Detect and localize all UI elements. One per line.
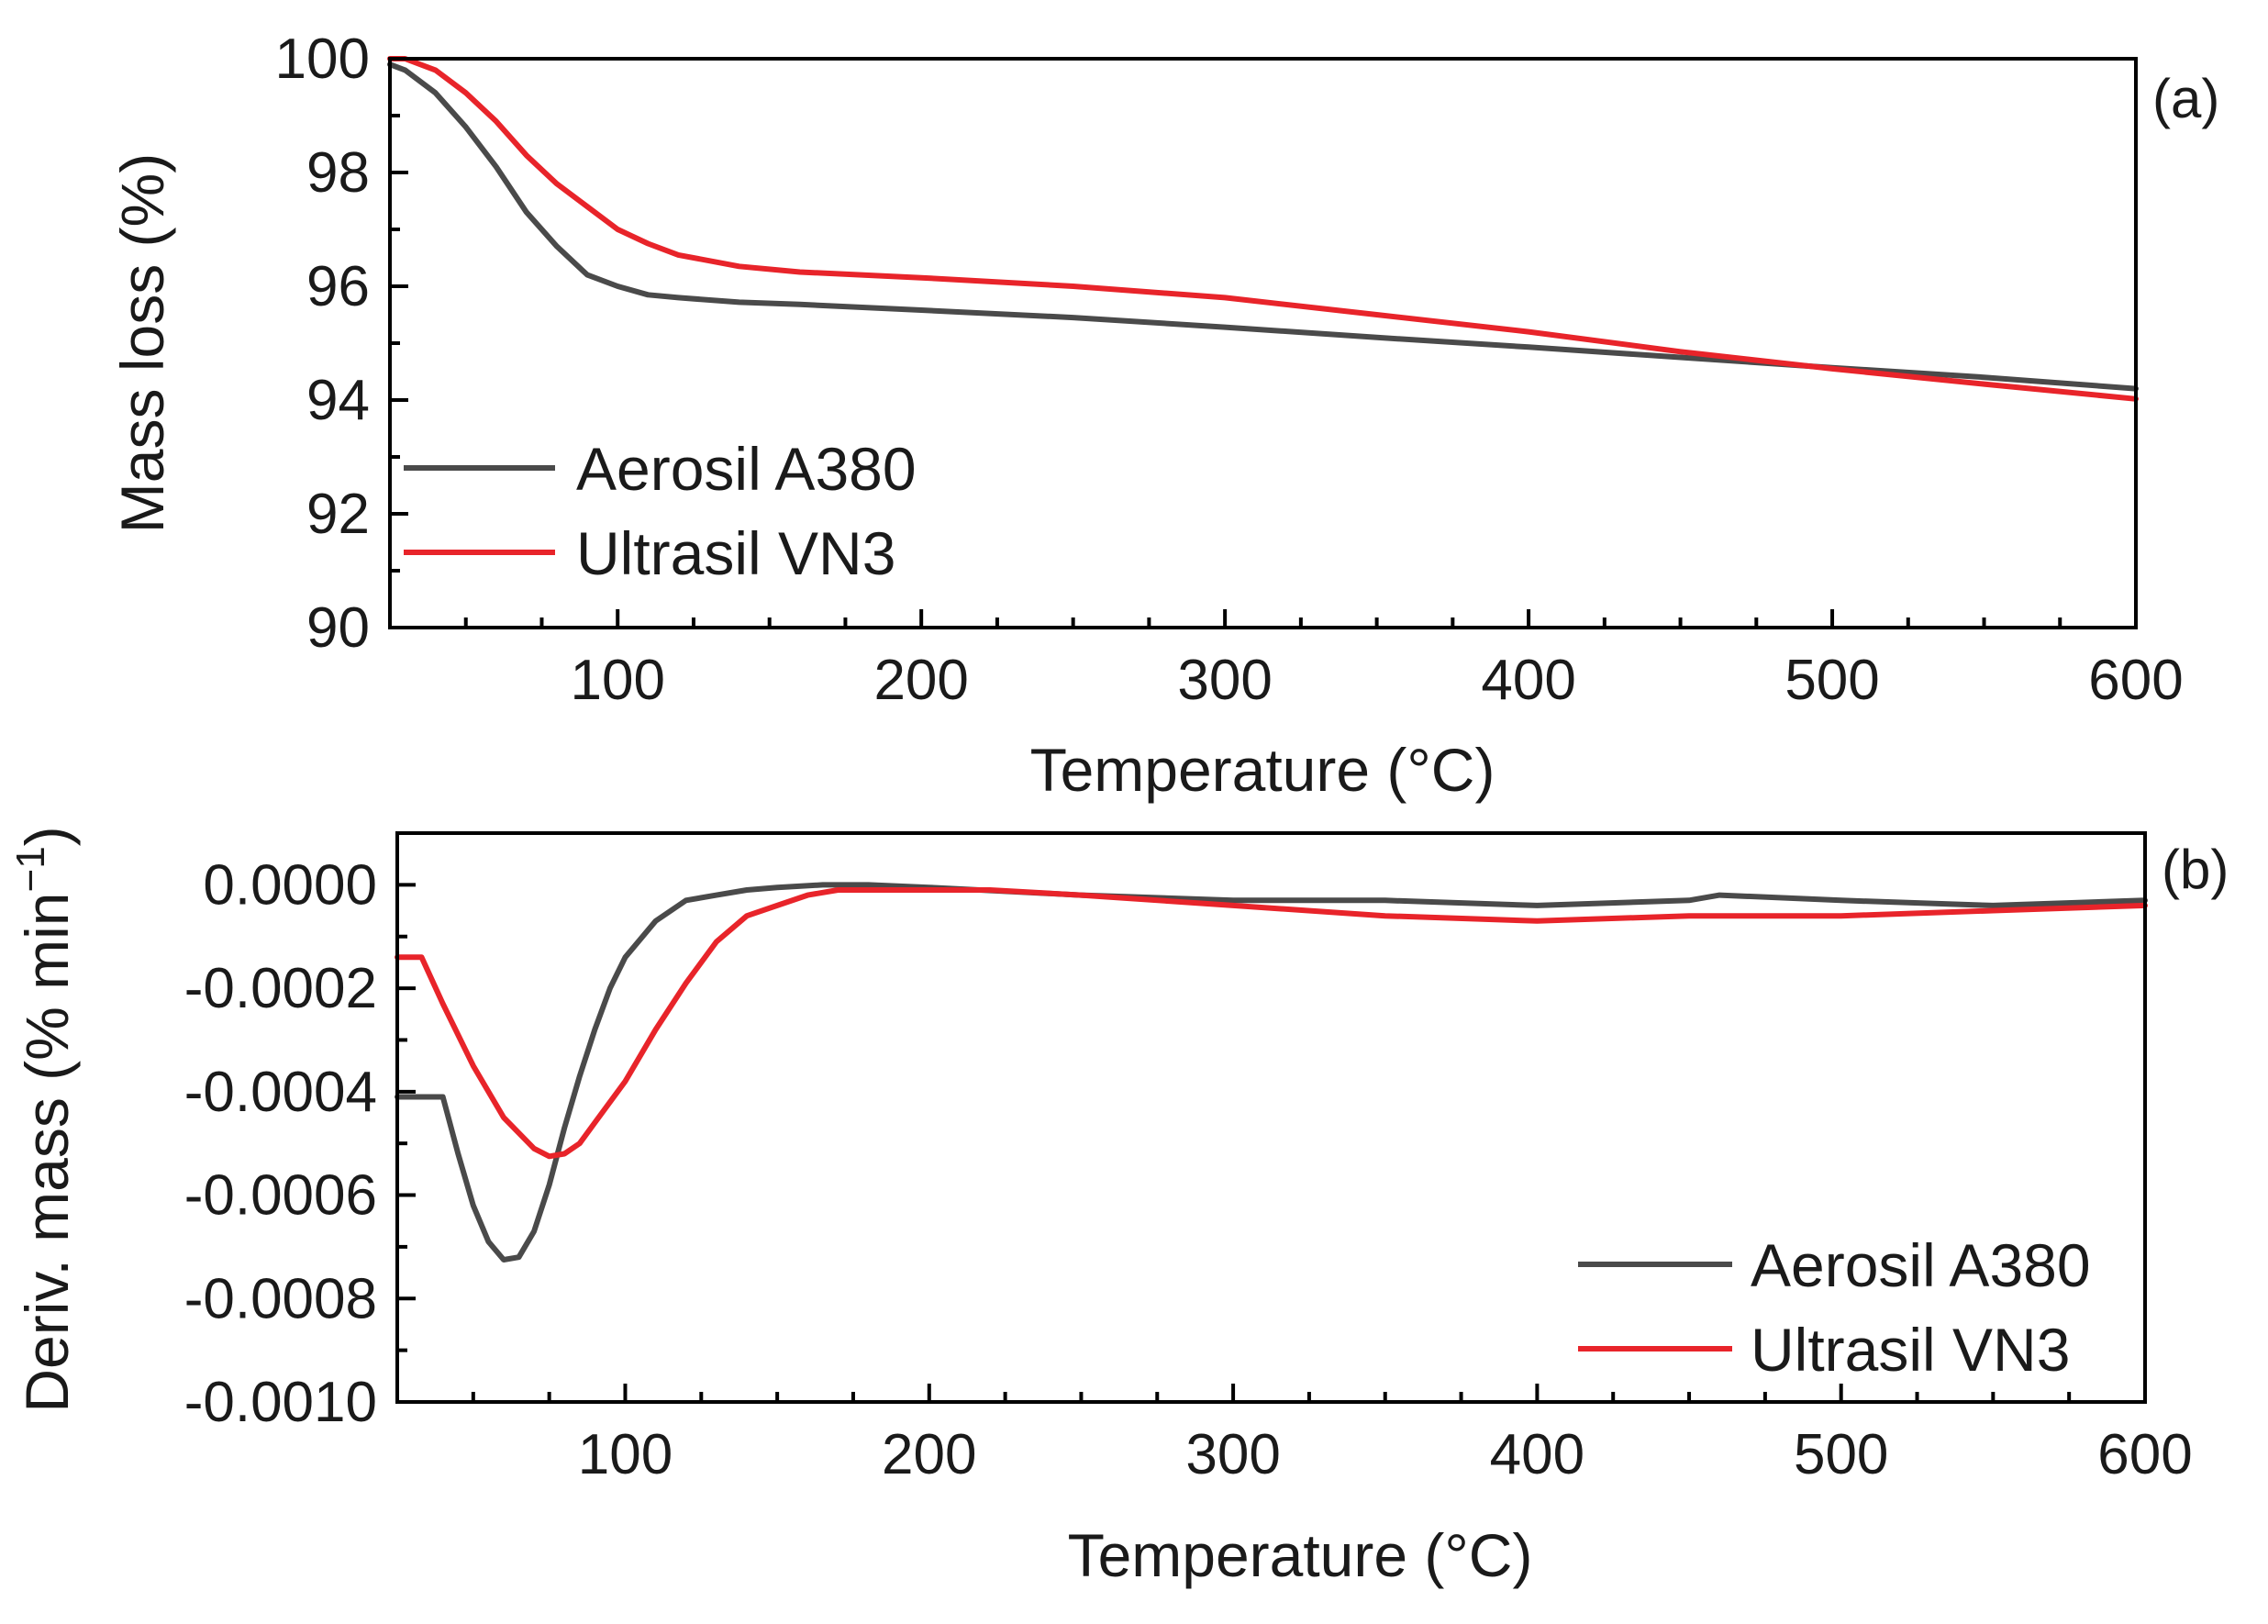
legend-label-ultrasil-vn3: Ultrasil VN3 [576,519,895,587]
derivative-mass-y-axis-title-main: Deriv. mass (% min [13,893,81,1413]
derivative-mass-y-tick-labels: -0.0010 -0.0008 -0.0006 -0.0004 -0.0002 0.000… [184,853,377,1434]
derivative-mass-y-tick-label: -0.0002 [184,957,377,1020]
mass-loss-y-tick-label: 100 [275,28,370,91]
derivative-mass-x-tick-label: 400 [1490,1423,1584,1486]
derivative-mass-y-tick-label: -0.0008 [184,1267,377,1330]
panel-b-label: (b) [2162,839,2229,900]
derivative-mass-y-tick-label: -0.0010 [184,1371,377,1434]
derivative-mass-y-axis-title: Deriv. mass (% min−1) [8,826,81,1412]
derivative-mass-y-tick-label: -0.0004 [184,1061,377,1124]
mass-loss-y-tick-label: 90 [306,596,370,660]
series-line-ultrasil-vn3 [395,887,2148,1160]
panel-a-label: (a) [2152,68,2219,129]
derivative-mass-x-tick-label: 600 [2097,1423,2192,1486]
mass-loss-x-tick-label: 200 [873,649,968,712]
derivative-mass-x-axis-title: Temperature (°C) [1068,1521,1533,1589]
mass-loss-x-axis-title: Temperature (°C) [1030,736,1495,804]
mass-loss-series [387,56,2139,402]
mass-loss-x-tick-label: 500 [1784,649,1879,712]
mass-loss-legend: Aerosil A380 Ultrasil VN3 [404,435,917,587]
mass-loss-x-tick-label: 600 [2088,649,2183,712]
mass-loss-x-tick-label: 400 [1481,649,1575,712]
mass-loss-panel: 100 200 300 400 500 600 90 92 94 96 98 100 Tempera… [108,28,2219,804]
mass-loss-x-tick-label: 300 [1177,649,1272,712]
derivative-mass-ticks [395,831,2147,1404]
derivative-mass-y-tick-label: 0.0000 [203,853,377,917]
mass-loss-x-tick-labels: 100 200 300 400 500 600 [570,649,2183,712]
derivative-mass-x-tick-label: 500 [1794,1423,1888,1486]
mass-loss-ticks [388,57,2138,629]
mass-loss-y-axis-title: Mass loss (%) [108,153,176,533]
legend-label-aerosil-a380: Aerosil A380 [576,435,917,503]
series-line-ultrasil-vn3 [387,56,2139,402]
mass-loss-y-tick-label: 96 [306,255,370,318]
legend-label-aerosil-a380-b: Aerosil A380 [1751,1231,2091,1299]
derivative-mass-legend: Aerosil A380 Ultrasil VN3 [1578,1231,2091,1384]
mass-loss-y-tick-label: 98 [306,141,370,205]
derivative-mass-x-tick-label: 300 [1185,1423,1280,1486]
series-line-aerosil-a380 [395,882,2148,1262]
mass-loss-y-tick-label: 92 [306,483,370,546]
derivative-mass-x-tick-label: 200 [882,1423,976,1486]
legend-label-ultrasil-vn3-b: Ultrasil VN3 [1751,1316,2070,1384]
derivative-mass-y-axis-title-close: ) [13,826,81,846]
series-line-aerosil-a380 [387,61,2139,392]
derivative-mass-panel: 100 200 300 400 500 600 -0.0010 -0.0008 -0.0006… [8,826,2229,1589]
derivative-mass-x-tick-label: 100 [578,1423,673,1486]
derivative-mass-x-tick-labels: 100 200 300 400 500 600 [578,1423,2193,1486]
mass-loss-y-tick-labels: 90 92 94 96 98 100 [275,28,370,660]
derivative-mass-series [395,882,2148,1262]
derivative-mass-y-tick-label: -0.0006 [184,1164,377,1228]
mass-loss-y-tick-label: 94 [306,369,370,432]
derivative-mass-y-axis-title-superscript: −1 [8,846,53,892]
mass-loss-x-tick-label: 100 [570,649,664,712]
derivative-mass-plot-frame [395,831,2147,1404]
